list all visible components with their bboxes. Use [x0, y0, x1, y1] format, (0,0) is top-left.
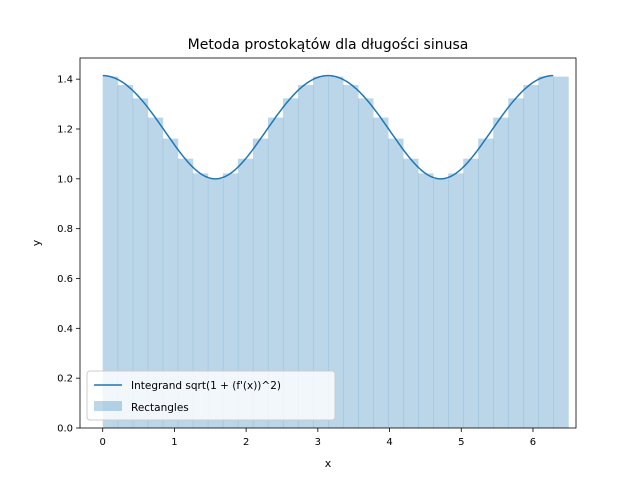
rectangle-bar: [132, 98, 149, 429]
x-tick-label: 5: [458, 437, 464, 448]
integrand-line: [102, 74, 554, 180]
y-tick-label: 0.6: [57, 274, 73, 285]
y-tick-label: 1.2: [57, 124, 73, 135]
plot-frame: [79, 57, 577, 429]
rectangle-bar: [222, 173, 239, 428]
rectangle-bar: [297, 85, 314, 428]
rectangle-bar: [117, 85, 134, 428]
rectangle-bar: [312, 76, 329, 428]
rectangle-bar: [328, 76, 344, 428]
rectangle-bar: [418, 173, 434, 428]
legend-box: [86, 370, 336, 421]
rectangle-bar: [147, 117, 164, 428]
rectangle-bar: [448, 173, 464, 428]
rectangle-bar: [267, 117, 284, 428]
x-axis-ticks: 0 1 2 3 4 5 6: [100, 428, 536, 448]
legend-label-rectangles: Rectangles: [131, 402, 189, 414]
plot-background: [80, 58, 576, 428]
chart-title: Metoda prostokątów dla długości sinusa: [188, 37, 469, 53]
y-tick-label: 0.0: [57, 424, 73, 435]
rectangle-bar: [538, 76, 554, 428]
rectangle-bar: [102, 76, 119, 428]
y-tick-label: 0.8: [57, 224, 73, 235]
rectangle-bar: [343, 85, 359, 428]
rectangle-bar: [207, 178, 224, 428]
rectangle-bar: [493, 117, 509, 428]
x-tick-label: 3: [315, 437, 321, 448]
rectangle-bar: [508, 98, 524, 429]
y-tick-label: 1.0: [57, 174, 73, 185]
rectangle-bar: [553, 76, 569, 428]
y-axis-ticks: 0.0 0.2 0.4 0.6 0.8 1.0 1.2 1.4: [57, 75, 80, 435]
legend: Integrand sqrt(1 + (f'(x))^2) Rectangles: [86, 370, 336, 421]
legend-bar-swatch: [94, 401, 122, 411]
y-tick-label: 1.4: [57, 75, 73, 86]
rectangle-bar: [433, 178, 449, 428]
rectangle-bar: [252, 138, 269, 429]
rectangle-bar: [177, 158, 194, 428]
rectangles-series: [102, 76, 569, 429]
x-axis-label: x: [325, 457, 332, 470]
y-tick-label: 0.2: [57, 374, 73, 385]
rectangle-bar: [478, 138, 494, 429]
rectangle-bar: [403, 158, 419, 428]
rectangle-bar: [523, 85, 539, 428]
rectangle-bar: [192, 173, 209, 428]
x-tick-label: 2: [243, 437, 249, 448]
rectangle-bar: [162, 138, 179, 429]
rectangle-bar: [463, 158, 479, 428]
rectangle-bar: [388, 138, 404, 429]
rectangle-bar: [237, 158, 254, 428]
rectangle-bar: [282, 98, 299, 429]
legend-label-integrand: Integrand sqrt(1 + (f'(x))^2): [131, 380, 281, 392]
x-tick-label: 4: [386, 437, 392, 448]
x-tick-label: 0: [100, 437, 106, 448]
x-tick-label: 6: [530, 437, 536, 448]
y-axis-label: y: [30, 239, 43, 246]
rectangle-bar: [358, 98, 374, 429]
x-tick-label: 1: [171, 437, 177, 448]
y-tick-label: 0.4: [57, 324, 73, 335]
rectangle-bar: [373, 117, 389, 428]
